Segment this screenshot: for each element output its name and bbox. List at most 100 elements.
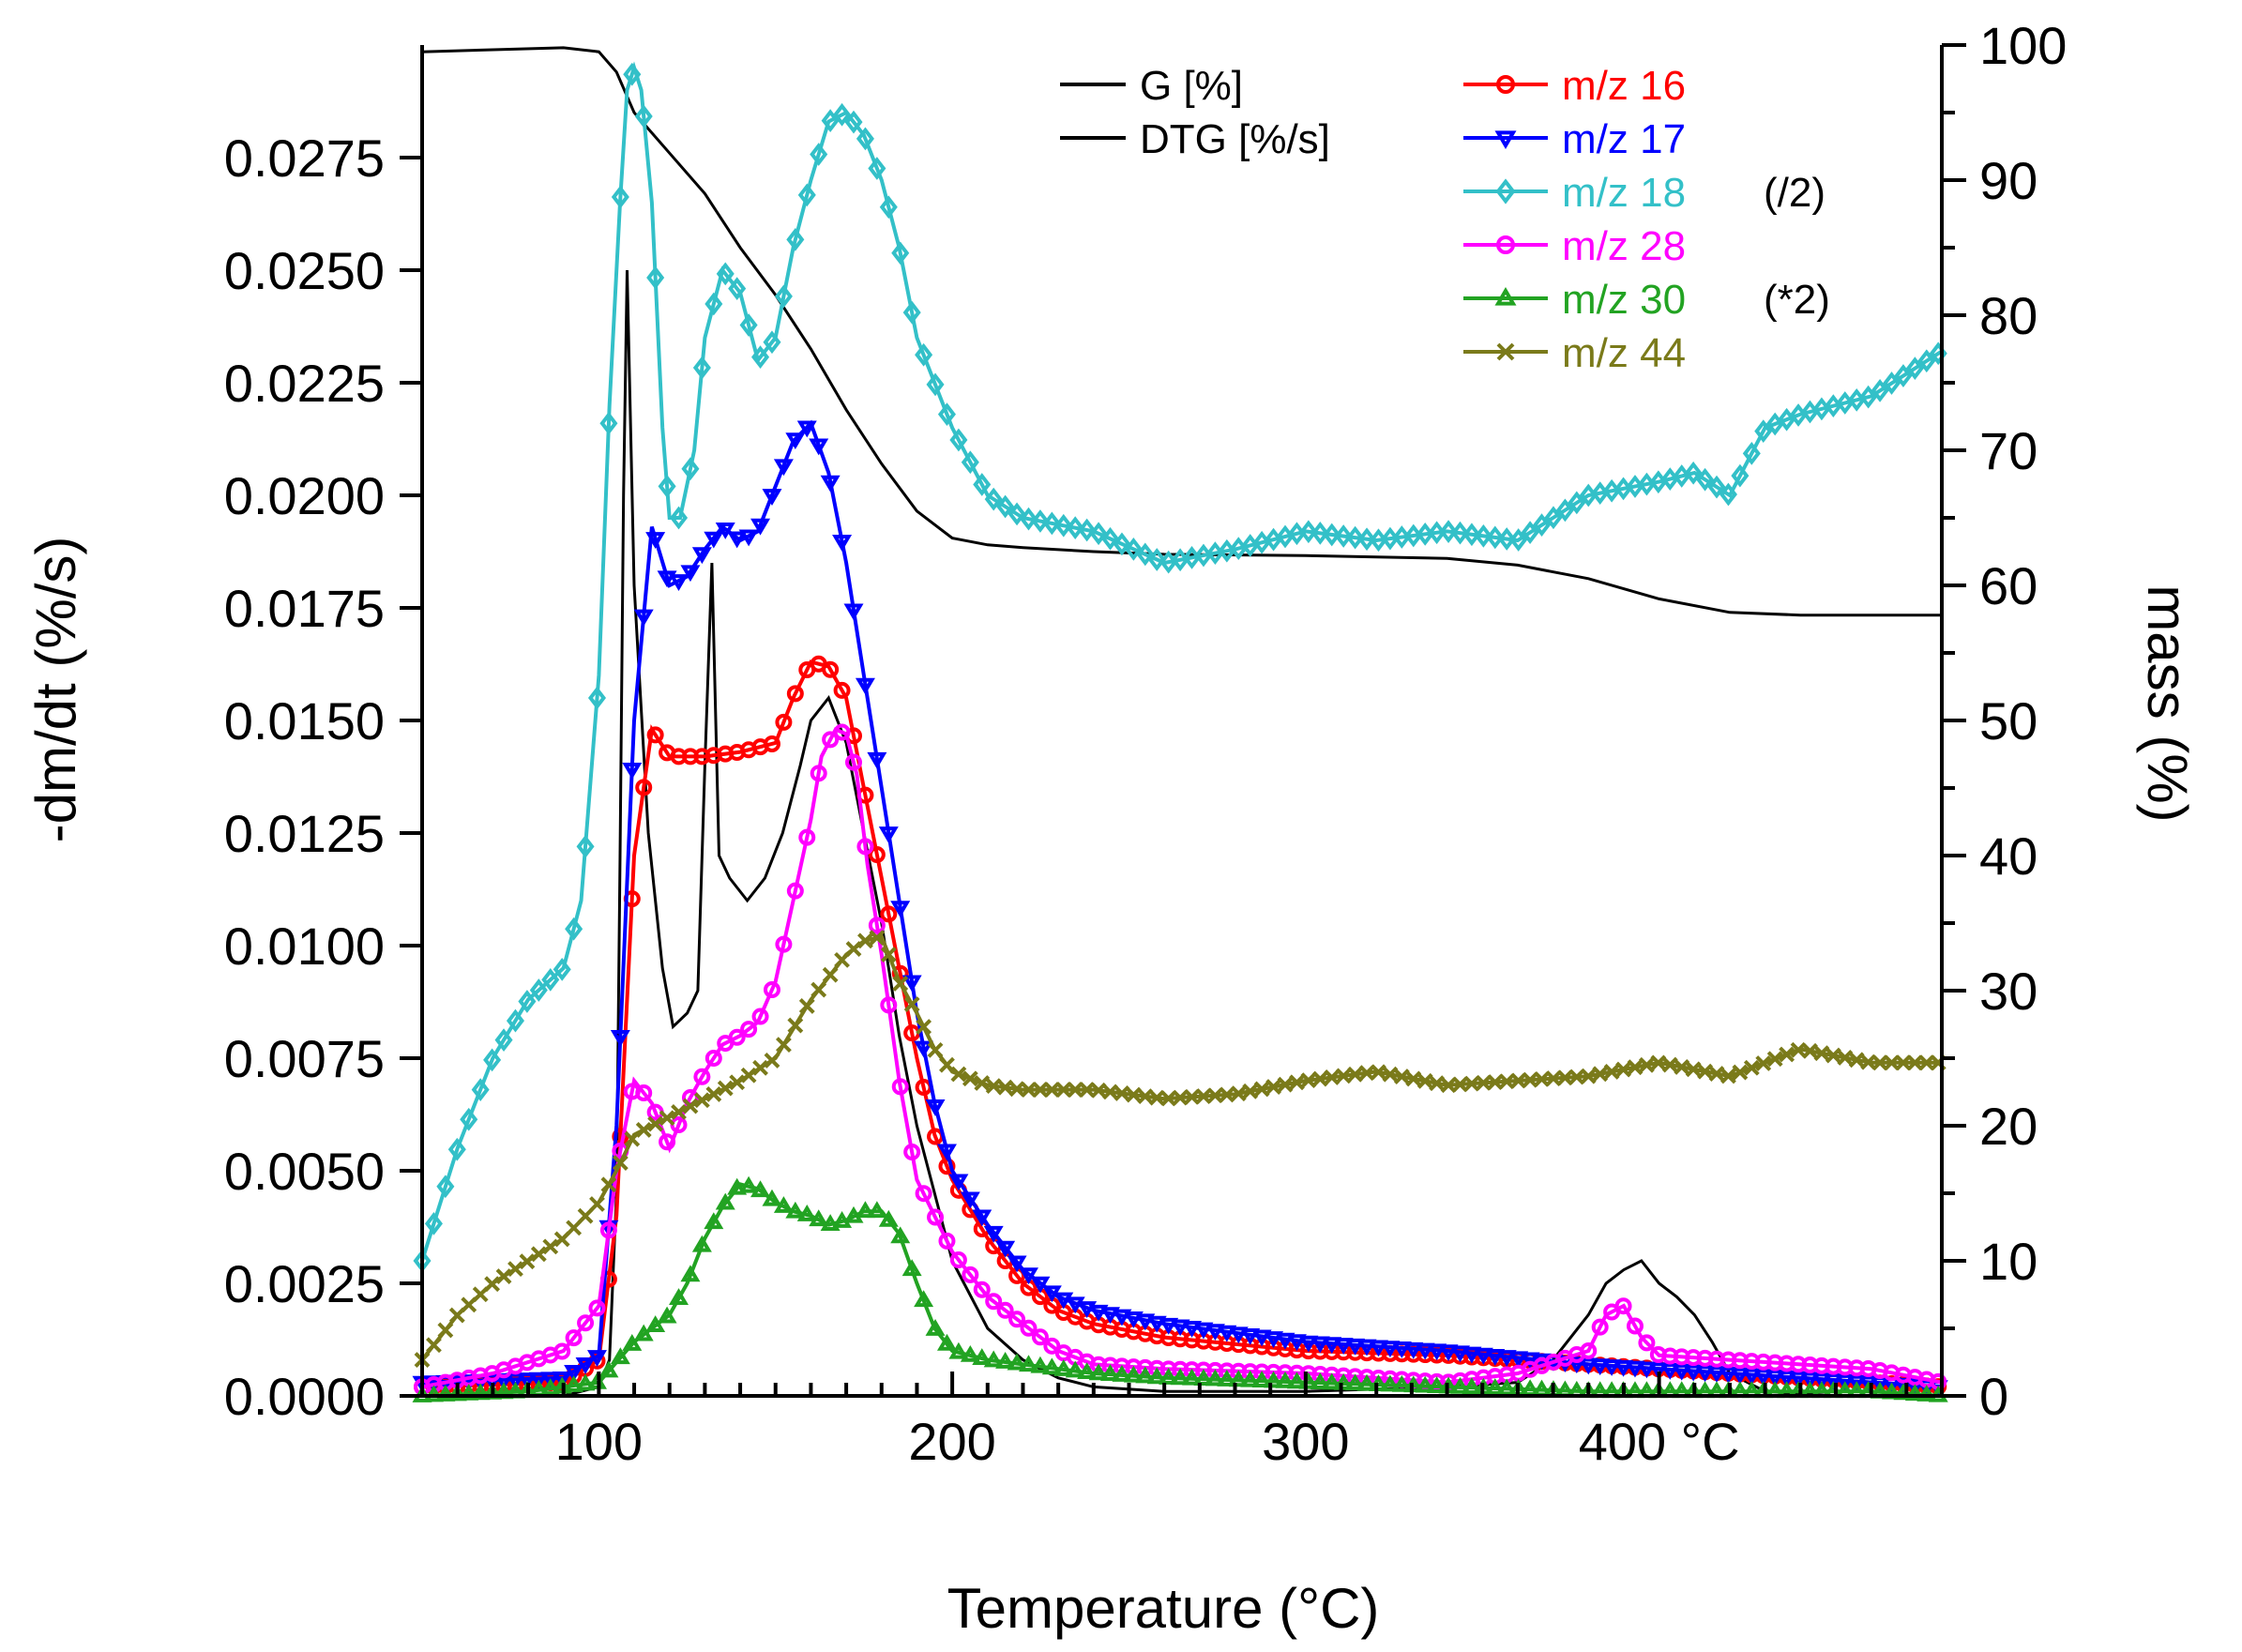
y-right-tick-label: 50: [1979, 691, 2037, 750]
data-point-m-z-17: [1286, 1334, 1307, 1352]
data-point-m-z-30: [914, 1290, 934, 1308]
data-point-m-z-17: [727, 531, 748, 549]
data-point-m-z-18: [797, 183, 816, 207]
data-point-m-z-18: [1346, 525, 1365, 550]
data-point-m-z-17: [750, 518, 771, 536]
data-point-m-z-30: [1356, 1373, 1377, 1391]
data-point-m-z-44: [1032, 1082, 1049, 1099]
data-point-m-z-44: [1335, 1068, 1352, 1084]
data-point-m-z-30: [1077, 1362, 1098, 1379]
data-point-m-z-44: [1895, 1054, 1912, 1071]
data-point-m-z-44: [705, 1085, 722, 1102]
data-point-m-z-44: [1837, 1050, 1854, 1066]
data-point-m-z-17: [552, 1371, 572, 1388]
data-point-m-z-30: [1380, 1374, 1401, 1392]
legend-entry-m-z-17: m/z 17: [1463, 116, 1686, 162]
data-point-m-z-30: [878, 1209, 899, 1227]
legend-label: G [%]: [1140, 63, 1243, 109]
data-point-m-z-30: [645, 1315, 666, 1333]
data-point-m-z-17: [528, 1372, 549, 1389]
data-point-m-z-17: [1228, 1326, 1249, 1344]
data-point-m-z-17: [1730, 1367, 1750, 1385]
data-point-m-z-17: [1251, 1329, 1272, 1347]
data-point-m-z-17: [901, 975, 922, 993]
legend-annotation: (/2): [1764, 170, 1825, 216]
series-m-z-28: [414, 723, 1947, 1396]
data-point-m-z-30: [809, 1209, 829, 1227]
data-point-m-z-18: [1521, 521, 1539, 544]
data-point-m-z-44: [612, 1155, 629, 1171]
data-point-m-z-30: [1088, 1363, 1109, 1381]
data-point-m-z-30: [1322, 1372, 1342, 1390]
data-point-m-z-17: [796, 420, 817, 438]
data-point-m-z-17: [1100, 1307, 1121, 1325]
data-point-m-z-17: [540, 1372, 561, 1389]
data-point-m-z-30: [960, 1344, 980, 1362]
data-point-m-z-17: [867, 751, 887, 769]
data-point-m-z-28: [1638, 1334, 1656, 1352]
data-point-m-z-28: [1580, 1342, 1598, 1359]
data-point-m-z-18: [1742, 441, 1761, 465]
data-point-m-z-17: [1462, 1346, 1482, 1364]
plot-area: [412, 46, 1948, 1402]
data-point-m-z-30: [704, 1212, 724, 1230]
data-point-m-z-44: [810, 981, 827, 998]
data-point-m-z-44: [892, 976, 909, 992]
data-point-m-z-30: [1286, 1372, 1307, 1389]
data-point-m-z-44: [1324, 1069, 1341, 1085]
data-point-m-z-44: [985, 1078, 1002, 1095]
data-point-m-z-44: [1732, 1064, 1749, 1081]
data-point-m-z-18: [483, 1048, 502, 1072]
data-point-m-z-28: [588, 1299, 606, 1317]
data-point-m-z-18: [1078, 518, 1097, 542]
data-point-m-z-18: [565, 917, 583, 941]
data-point-m-z-17: [1240, 1327, 1261, 1345]
data-point-m-z-44: [1627, 1059, 1644, 1076]
data-point-m-z-30: [1123, 1365, 1144, 1383]
data-point-m-z-17: [1322, 1337, 1342, 1355]
data-point-m-z-44: [822, 966, 839, 983]
data-point-m-z-30: [1251, 1371, 1272, 1388]
data-point-m-z-44: [542, 1238, 559, 1255]
data-point-m-z-44: [1720, 1068, 1736, 1084]
data-point-m-z-44: [1755, 1055, 1772, 1071]
data-point-m-z-28: [763, 981, 780, 999]
data-point-m-z-17: [843, 603, 864, 621]
data-point-m-z-30: [925, 1319, 946, 1336]
y-right-tick-label: 40: [1979, 826, 2037, 886]
data-point-m-z-44: [1405, 1070, 1422, 1087]
data-point-m-z-16: [775, 713, 793, 731]
data-point-m-z-18: [973, 473, 992, 496]
data-point-m-z-17: [855, 677, 875, 695]
data-point-m-z-44: [1603, 1064, 1620, 1080]
data-point-m-z-44: [962, 1070, 978, 1087]
data-point-m-z-44: [764, 1052, 780, 1068]
data-point-m-z-28: [728, 1028, 746, 1046]
data-point-m-z-17: [1275, 1332, 1295, 1350]
data-point-m-z-18: [879, 195, 898, 220]
data-point-m-z-44: [600, 1176, 617, 1193]
data-point-m-z-30: [1904, 1384, 1925, 1402]
y-left-tick-label: 0.0025: [224, 1254, 385, 1313]
data-point-m-z-17: [680, 565, 701, 583]
data-point-m-z-28: [927, 1208, 945, 1226]
data-point-m-z-30: [773, 1196, 794, 1213]
data-point-m-z-18: [763, 330, 781, 355]
data-point-m-z-44: [1615, 1061, 1631, 1078]
data-point-m-z-44: [1300, 1072, 1317, 1089]
data-point-m-z-28: [938, 1232, 956, 1250]
data-point-m-z-16: [833, 681, 851, 699]
y-right-tick-label: 80: [1979, 286, 2037, 345]
x-axis-label: Temperature (°C): [947, 1577, 1380, 1640]
data-point-m-z-28: [1626, 1317, 1644, 1335]
data-point-m-z-18: [460, 1107, 478, 1131]
data-point-m-z-44: [903, 996, 920, 1013]
data-point-m-z-44: [1813, 1045, 1830, 1062]
data-point-m-z-44: [647, 1115, 664, 1132]
data-point-m-z-30: [1170, 1368, 1190, 1386]
legend-entry-m-z-44: m/z 44: [1463, 330, 1686, 376]
data-point-m-z-18: [1136, 542, 1155, 567]
data-point-m-z-18: [1124, 538, 1143, 561]
data-point-m-z-30: [1345, 1373, 1366, 1391]
data-point-m-z-28: [1031, 1328, 1049, 1346]
